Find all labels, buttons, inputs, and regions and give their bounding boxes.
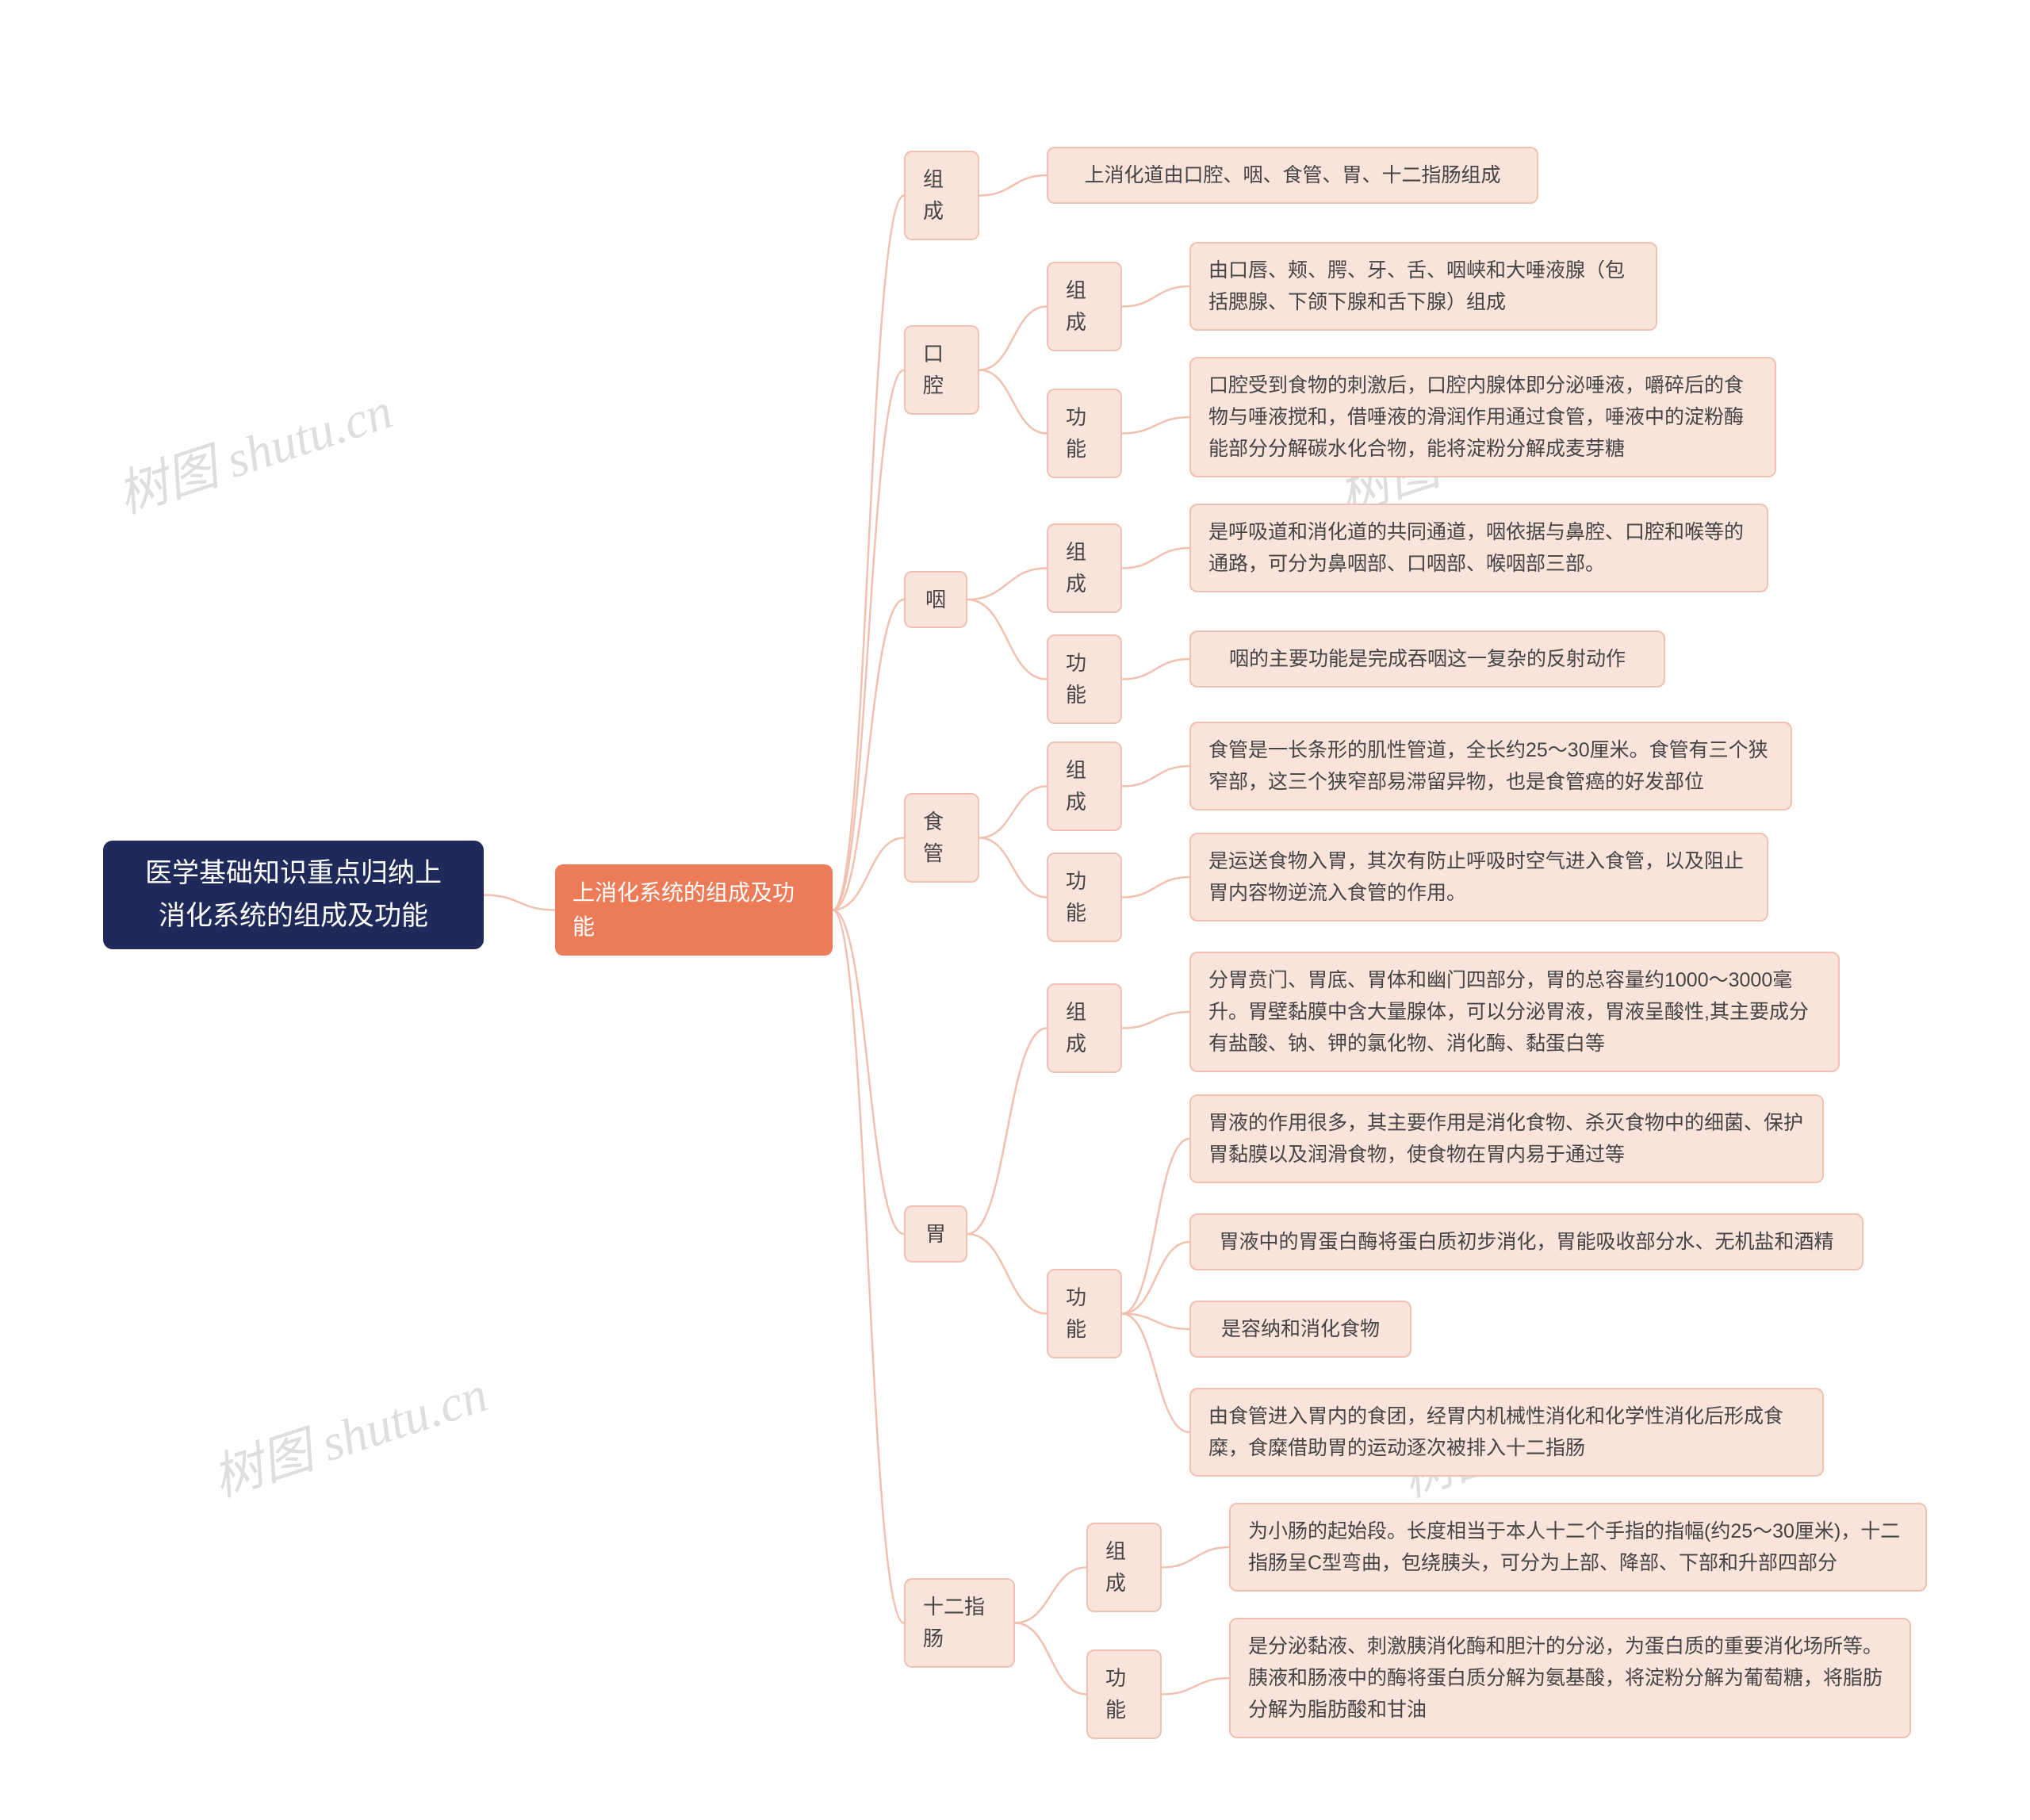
edge — [1122, 1242, 1189, 1314]
edge — [484, 895, 555, 910]
edge — [833, 910, 904, 1623]
node-sg_gn_leaf[interactable]: 是运送食物入胃，其次有防止呼吸时空气进入食管，以及阻止胃内容物逆流入食管的作用。 — [1189, 833, 1768, 921]
node-kq_zc[interactable]: 组成 — [1047, 262, 1122, 351]
edge — [979, 307, 1047, 370]
node-w_zc_leaf[interactable]: 分胃贲门、胃底、胃体和幽门四部分，胃的总容量约1000～3000毫升。胃壁黏膜中… — [1189, 952, 1840, 1072]
node-g_yan[interactable]: 咽 — [904, 571, 967, 628]
edge — [1122, 659, 1189, 680]
edge — [1122, 1139, 1189, 1314]
node-kq_gn[interactable]: 功能 — [1047, 389, 1122, 478]
edge — [979, 370, 1047, 434]
edge — [967, 1029, 1047, 1235]
node-se_gn_leaf[interactable]: 是分泌黏液、刺激胰消化酶和胆汁的分泌，为蛋白质的重要消化场所等。胰液和肠液中的酶… — [1229, 1618, 1911, 1738]
edge — [1122, 877, 1189, 898]
node-kq_gn_leaf[interactable]: 口腔受到食物的刺激后，口腔内腺体即分泌唾液，嚼碎后的食物与唾液搅和，借唾液的滑润… — [1189, 357, 1776, 477]
edge — [1122, 417, 1189, 434]
node-y_zc_leaf[interactable]: 是呼吸道和消化道的共同通道，咽依据与鼻腔、口腔和喉等的通路，可分为鼻咽部、口咽部… — [1189, 504, 1768, 592]
edge — [833, 370, 904, 910]
watermark: 树图 shutu.cn — [202, 1354, 496, 1511]
node-kq_zc_leaf[interactable]: 由口唇、颊、腭、牙、舌、咽峡和大唾液腺（包括腮腺、下颌下腺和舌下腺）组成 — [1189, 242, 1657, 331]
edge — [1122, 1314, 1189, 1330]
node-g_shiguan[interactable]: 食管 — [904, 793, 979, 883]
edge — [967, 600, 1047, 680]
node-y_zc[interactable]: 组成 — [1047, 523, 1122, 613]
edge — [1122, 766, 1189, 787]
edge — [979, 838, 1047, 898]
edge — [1122, 548, 1189, 569]
node-y_gn_leaf[interactable]: 咽的主要功能是完成吞咽这一复杂的反射动作 — [1189, 630, 1665, 688]
edge — [1122, 1012, 1189, 1029]
node-sg_zc[interactable]: 组成 — [1047, 741, 1122, 831]
mindmap-canvas: 树图 shutu.cn树图 shutu.cn树图 shutu.cn树图 shut… — [0, 0, 2030, 1820]
edge — [1162, 1678, 1229, 1695]
edge — [1015, 1623, 1086, 1695]
edge — [833, 838, 904, 910]
node-w_gn_leaf2[interactable]: 胃液中的胃蛋白酶将蛋白质初步消化，胃能吸收部分水、无机盐和酒精 — [1189, 1213, 1863, 1270]
node-g_wei[interactable]: 胃 — [904, 1205, 967, 1263]
node-y_gn[interactable]: 功能 — [1047, 634, 1122, 724]
node-zucheng_leaf[interactable]: 上消化道由口腔、咽、食管、胃、十二指肠组成 — [1047, 147, 1538, 204]
edge — [1015, 1568, 1086, 1623]
edge — [979, 787, 1047, 838]
node-g_shierzhichang[interactable]: 十二指肠 — [904, 1578, 1015, 1668]
node-w_gn_leaf3[interactable]: 是容纳和消化食物 — [1189, 1301, 1411, 1358]
node-sg_gn[interactable]: 功能 — [1047, 853, 1122, 942]
node-sg_zc_leaf[interactable]: 食管是一长条形的肌性管道，全长约25～30厘米。食管有三个狭窄部，这三个狭窄部易… — [1189, 722, 1792, 810]
edge — [833, 600, 904, 910]
node-lvl1[interactable]: 上消化系统的组成及功能 — [555, 864, 833, 956]
node-w_gn_leaf1[interactable]: 胃液的作用很多，其主要作用是消化食物、杀灭食物中的细菌、保护胃黏膜以及润滑食物，… — [1189, 1094, 1824, 1183]
node-root[interactable]: 医学基础知识重点归纳上 消化系统的组成及功能 — [103, 841, 484, 949]
edge — [979, 175, 1047, 196]
node-se_gn[interactable]: 功能 — [1086, 1649, 1162, 1739]
edge — [1122, 286, 1189, 307]
watermark: 树图 shutu.cn — [107, 370, 400, 527]
node-g_kouqiang[interactable]: 口腔 — [904, 325, 979, 415]
node-se_zc_leaf[interactable]: 为小肠的起始段。长度相当于本人十二个手指的指幅(约25～30厘米)，十二指肠呈C… — [1229, 1503, 1927, 1592]
edge — [967, 569, 1047, 600]
node-g_zucheng[interactable]: 组成 — [904, 151, 979, 240]
node-w_gn[interactable]: 功能 — [1047, 1269, 1122, 1358]
node-w_gn_leaf4[interactable]: 由食管进入胃内的食团，经胃内机械性消化和化学性消化后形成食糜，食糜借助胃的运动逐… — [1189, 1388, 1824, 1477]
edge — [967, 1234, 1047, 1314]
edge — [833, 910, 904, 1235]
node-se_zc[interactable]: 组成 — [1086, 1523, 1162, 1612]
edge — [1162, 1547, 1229, 1568]
node-w_zc[interactable]: 组成 — [1047, 983, 1122, 1073]
edge — [833, 196, 904, 910]
edge — [1122, 1314, 1189, 1433]
